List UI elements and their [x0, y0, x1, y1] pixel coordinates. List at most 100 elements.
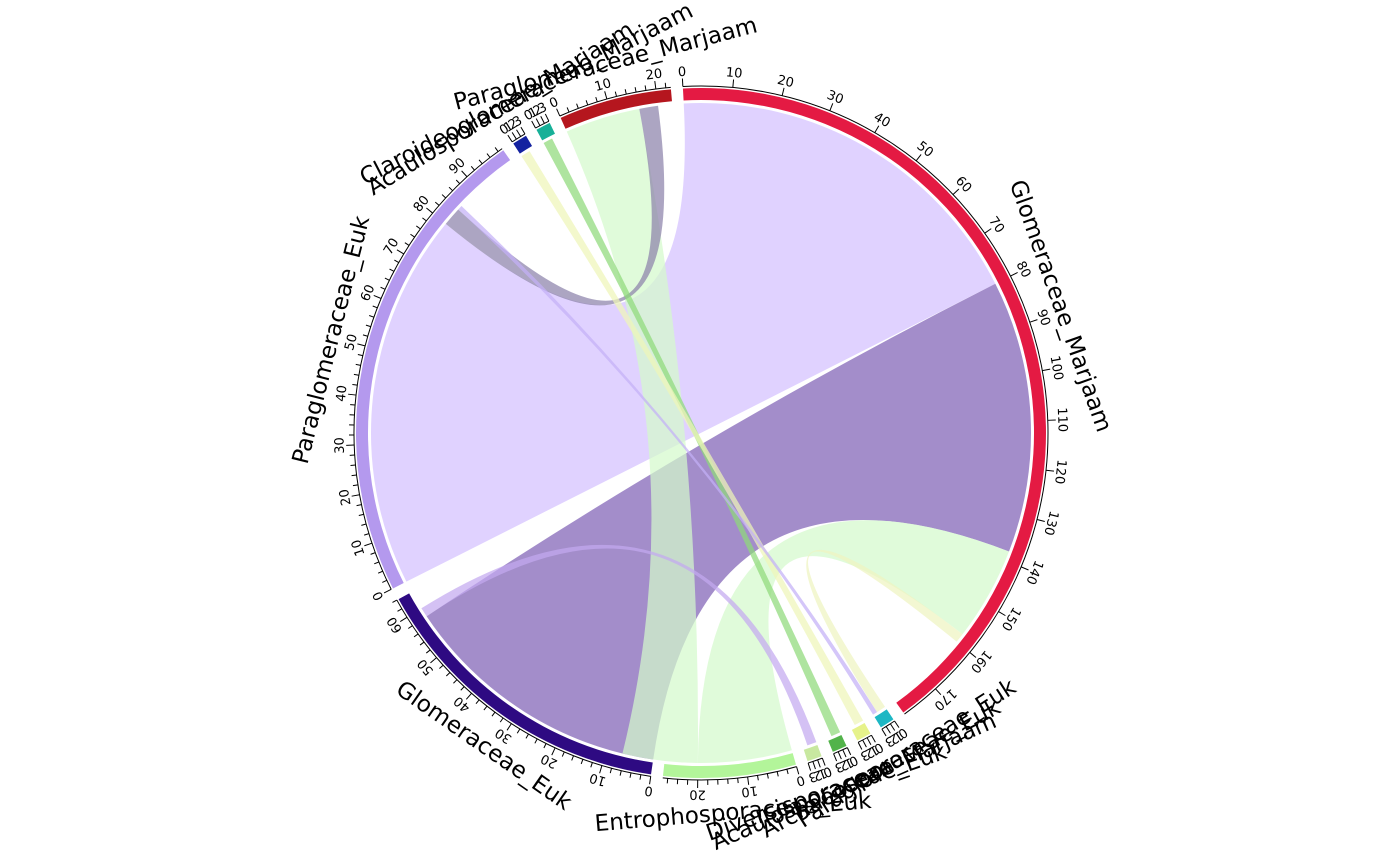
tick-mark: [441, 194, 447, 199]
tick-mark: [445, 672, 451, 677]
tick-mark: [556, 108, 561, 117]
tick-mark: [369, 315, 375, 318]
tick-mark: [455, 179, 461, 184]
tick-label: 60: [358, 283, 378, 304]
chord-link-3: [806, 549, 963, 713]
tick-label: 130: [1040, 509, 1061, 537]
tick-mark: [357, 354, 363, 357]
tick-mark: [807, 762, 812, 771]
tick-label: 20: [539, 750, 560, 771]
tick-label: 0: [370, 589, 387, 603]
tick-label: 0: [678, 65, 687, 80]
tick-mark: [829, 103, 834, 111]
tick-mark: [737, 778, 739, 784]
tick-label: 40: [871, 110, 893, 131]
tick-mark: [551, 747, 556, 756]
tick-label: 50: [914, 139, 936, 161]
chord-link-5: [445, 105, 665, 306]
tick-mark: [461, 170, 468, 178]
tick-mark: [377, 570, 383, 574]
tick-label: 10: [349, 537, 368, 557]
tick-mark: [766, 773, 769, 779]
tick-mark: [352, 484, 358, 487]
tick-mark: [465, 693, 472, 700]
tick-mark: [362, 334, 368, 337]
tick-label: 120: [1051, 459, 1069, 485]
tick-label: 110: [1054, 407, 1070, 432]
tick-mark: [837, 751, 842, 760]
tick-mark: [599, 765, 603, 774]
tick-mark: [609, 768, 613, 774]
tick-mark: [525, 733, 529, 739]
tick-label: 90: [1033, 307, 1052, 327]
tick-mark: [399, 616, 408, 622]
tick-mark: [619, 770, 622, 776]
tick-mark: [511, 132, 517, 140]
tick-mark: [874, 125, 880, 133]
chord-link-1: [426, 283, 1031, 760]
tick-mark: [984, 228, 992, 234]
sector-axis-line: [857, 734, 872, 743]
tick-mark: [520, 126, 526, 135]
tick-label: 20: [776, 73, 796, 91]
tick-label: 80: [1013, 259, 1034, 281]
sector-4-diversisporaceae-euk: [803, 744, 822, 762]
tick-mark: [566, 107, 570, 113]
tick-label: 0: [547, 95, 561, 112]
tick-label: 10: [593, 76, 613, 95]
tick-mark: [571, 755, 574, 761]
tick-mark: [776, 771, 779, 777]
tick-label: 50: [415, 656, 437, 678]
tick-label: 20: [689, 786, 706, 801]
tick-mark: [380, 286, 386, 290]
sector-8-acaulosporaceae-marjaam: [513, 135, 533, 154]
tick-mark: [372, 305, 378, 309]
tick-mark: [1020, 566, 1029, 571]
tick-label: 20: [337, 488, 355, 507]
tick-mark: [894, 720, 900, 728]
tick-mark: [475, 699, 480, 705]
tick-mark: [866, 737, 872, 745]
tick-mark: [842, 749, 847, 758]
chord-link-4: [566, 108, 699, 763]
tick-mark: [881, 728, 887, 737]
tick-mark: [397, 608, 403, 612]
tick-label: 50: [342, 332, 361, 352]
sector-axis-line: [396, 599, 651, 777]
tick-mark: [363, 533, 370, 536]
sector-axis-line: [559, 86, 671, 117]
sector-3-acaulosporaceae-marjaam: [828, 734, 847, 752]
tick-mark: [821, 757, 826, 766]
tick-mark: [499, 717, 504, 723]
tick-mark: [506, 723, 512, 731]
tick-mark: [383, 588, 392, 594]
tick-mark: [439, 664, 444, 669]
tick-mark: [426, 207, 433, 214]
tick-mark: [408, 625, 413, 629]
tick-label: 10: [725, 65, 743, 81]
tick-mark: [664, 82, 667, 88]
tick-mark: [353, 373, 359, 376]
tick-mark: [416, 225, 421, 230]
tick-mark: [634, 87, 637, 93]
tick-mark: [534, 738, 538, 744]
tick-mark: [494, 147, 499, 152]
tick-mark: [885, 726, 891, 734]
tick-mark: [507, 134, 513, 143]
tick-label: 30: [825, 88, 846, 108]
tick-mark: [358, 513, 364, 517]
tick-mark: [1042, 368, 1051, 372]
tick-mark: [1029, 319, 1038, 323]
tick-mark: [585, 100, 589, 106]
sector-9-claroideoglomeraceae-marjaam: [536, 122, 555, 141]
tick-mark: [491, 711, 496, 717]
tick-mark: [786, 769, 789, 775]
tick-mark: [590, 762, 593, 768]
tick-mark: [356, 504, 362, 507]
tick-mark: [862, 739, 867, 748]
tick-mark: [649, 776, 652, 785]
tick-mark: [732, 79, 735, 88]
tick-mark: [624, 89, 627, 95]
chord-link-7: [521, 151, 864, 725]
tick-mark: [595, 96, 598, 103]
